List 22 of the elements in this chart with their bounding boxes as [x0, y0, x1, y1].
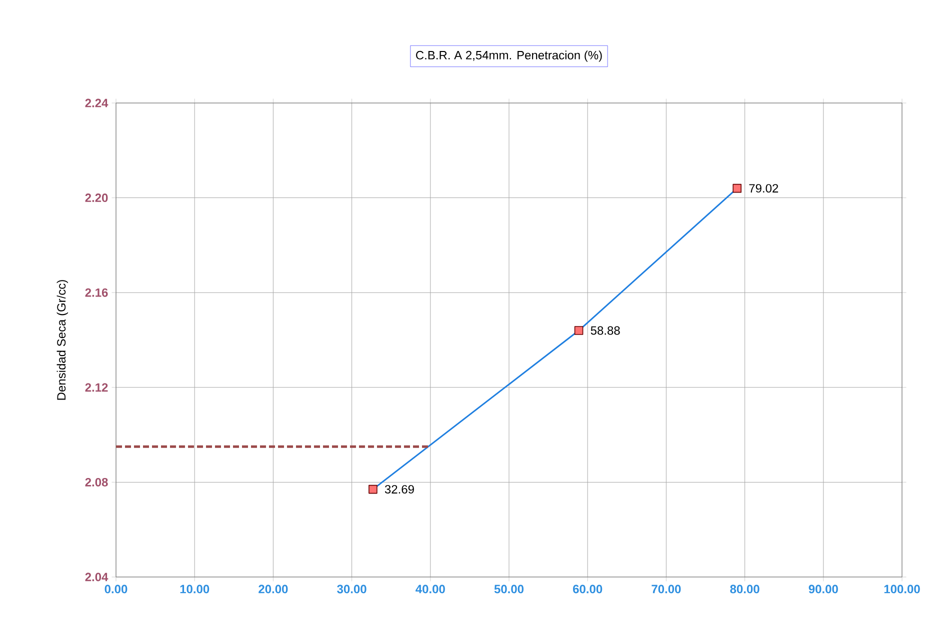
x-tick-label: 60.00: [573, 584, 602, 594]
x-tick-label: 80.00: [730, 584, 760, 594]
y-tick-label: 2.20: [85, 194, 108, 202]
x-tick-label: 90.00: [808, 584, 838, 594]
chart-title: C.B.R. A 2,54mm. Penetracion (%): [416, 50, 602, 62]
annotation: 32.69: [384, 485, 414, 494]
y-tick-label: 2.04: [85, 572, 108, 582]
x-tick-label: 30.00: [337, 584, 366, 594]
x-tick-label: 100.00: [884, 584, 920, 594]
annotation: 79.02: [749, 184, 778, 193]
annotation: 58.88: [590, 326, 620, 335]
y-tick-label: 2.08: [85, 478, 108, 486]
y-tick-label: 2.16: [85, 288, 108, 297]
x-tick-label: 40.00: [416, 584, 445, 594]
y-axis-title: Densidad Seca (Gr/cc): [56, 280, 68, 400]
y-tick-label: 2.12: [85, 383, 108, 392]
x-tick-label: 10.00: [180, 584, 210, 594]
x-tick-label: 20.00: [258, 584, 288, 594]
x-tick-label: 0.00: [104, 584, 128, 594]
x-tick-label: 50.00: [494, 584, 524, 594]
y-tick-label: 2.24: [85, 98, 108, 108]
x-tick-label: 70.00: [652, 584, 681, 594]
